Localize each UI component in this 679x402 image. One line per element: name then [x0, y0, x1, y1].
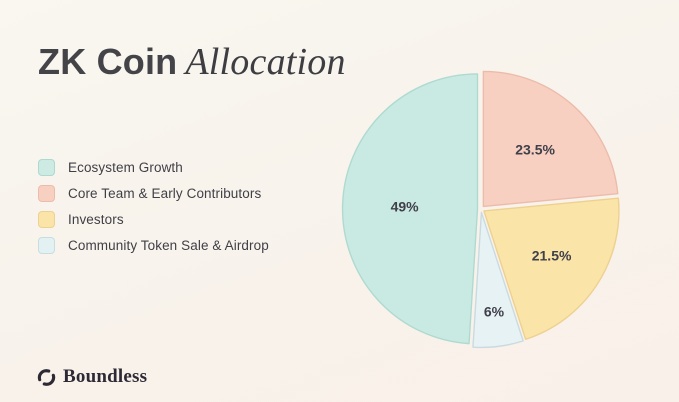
- legend-swatch-ecosystem-growth: [38, 158, 55, 176]
- legend-item-core-team: Core Team & Early Contributors: [38, 184, 269, 202]
- legend: Ecosystem Growth Core Team & Early Contr…: [38, 158, 269, 263]
- legend-item-community-sale: Community Token Sale & Airdrop: [38, 236, 269, 254]
- pie-slice-community-token-sale-airdrop: [472, 211, 524, 349]
- pie-slice-core-team-early-contributors: [482, 70, 619, 208]
- legend-item-ecosystem-growth: Ecosystem Growth: [38, 158, 269, 176]
- legend-label: Community Token Sale & Airdrop: [68, 237, 269, 253]
- legend-swatch-core-team: [38, 184, 55, 202]
- allocation-pie-chart: 23.5% 21.5% 6% 49%: [341, 70, 620, 349]
- pie-label-23-5pct: 23.5%: [515, 142, 555, 158]
- pie-slice-ecosystem-growth: [341, 73, 479, 345]
- pie-label-49pct: 49%: [391, 199, 420, 215]
- title-main: ZK Coin: [38, 41, 178, 82]
- legend-label: Investors: [68, 211, 124, 227]
- legend-label: Ecosystem Growth: [68, 159, 183, 175]
- brand-name: Boundless: [63, 366, 148, 387]
- legend-label: Core Team & Early Contributors: [68, 185, 262, 201]
- boundless-logo-icon: [37, 368, 56, 386]
- title-accent: Allocation: [185, 41, 346, 83]
- brand-logo: Boundless: [36, 366, 147, 388]
- legend-swatch-community-sale: [38, 236, 55, 254]
- legend-swatch-investors: [38, 210, 55, 228]
- legend-item-investors: Investors: [38, 210, 269, 228]
- pie-slice-investors: [483, 197, 620, 341]
- pie-label-21-5pct: 21.5%: [532, 247, 572, 263]
- page-title: ZK Coin Allocation: [38, 40, 346, 84]
- pie-label-6pct: 6%: [484, 304, 505, 320]
